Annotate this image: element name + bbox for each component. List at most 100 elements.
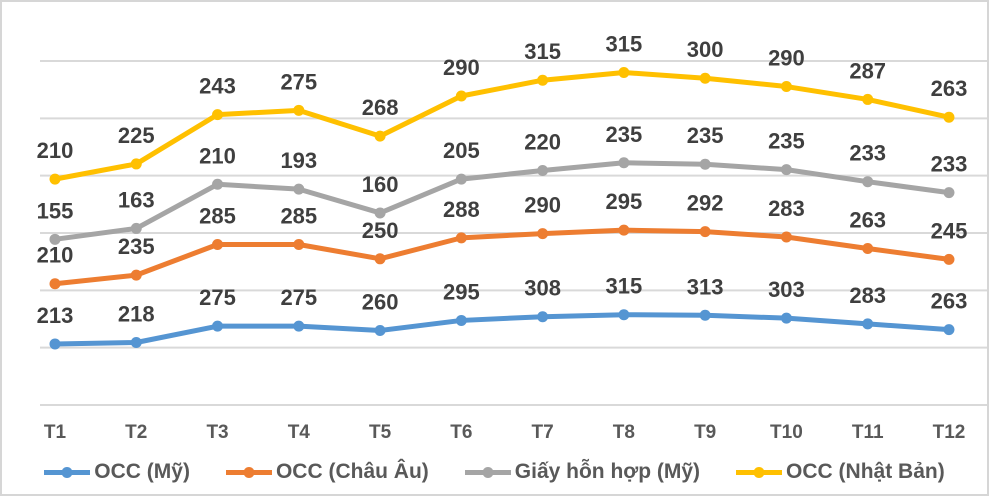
data-point bbox=[943, 111, 955, 123]
data-point bbox=[699, 309, 711, 321]
data-label: 315 bbox=[524, 39, 561, 64]
data-point bbox=[862, 176, 874, 188]
data-point bbox=[130, 269, 142, 281]
legend-line-marker-icon bbox=[44, 466, 91, 478]
chart-legend: OCC (Mỹ) OCC (Châu Âu) Giấy hỗn hợp (Mỹ)… bbox=[2, 456, 987, 488]
data-label: 290 bbox=[768, 46, 805, 71]
data-label: 288 bbox=[443, 197, 480, 222]
data-point bbox=[943, 187, 955, 199]
data-point bbox=[618, 309, 630, 321]
data-label: 233 bbox=[931, 152, 968, 177]
data-label: 155 bbox=[37, 198, 74, 223]
x-tick-label: T9 bbox=[694, 422, 716, 443]
data-label: 295 bbox=[443, 279, 480, 304]
data-point bbox=[780, 164, 792, 176]
data-point bbox=[455, 90, 467, 102]
data-label: 285 bbox=[199, 203, 236, 228]
data-point bbox=[699, 72, 711, 84]
data-label: 235 bbox=[606, 122, 643, 147]
data-label: 233 bbox=[849, 141, 886, 166]
data-point bbox=[455, 314, 467, 326]
data-point bbox=[49, 173, 61, 185]
data-point bbox=[293, 238, 305, 250]
x-tick-label: T6 bbox=[450, 422, 472, 443]
data-point bbox=[293, 183, 305, 195]
legend-line-marker-icon bbox=[225, 466, 272, 478]
data-label: 163 bbox=[118, 187, 155, 212]
data-label: 275 bbox=[199, 285, 236, 310]
legend-item-occ-my: OCC (Mỹ) bbox=[44, 460, 190, 484]
data-point bbox=[130, 337, 142, 349]
data-label: 260 bbox=[362, 289, 399, 314]
legend-label: OCC (Mỹ) bbox=[94, 460, 190, 483]
data-point bbox=[862, 318, 874, 330]
data-label: 292 bbox=[687, 191, 724, 216]
data-label: 308 bbox=[524, 276, 561, 301]
data-point bbox=[780, 312, 792, 324]
series-line-0 bbox=[52, 312, 952, 347]
data-point bbox=[212, 109, 224, 121]
data-label: 315 bbox=[606, 31, 643, 56]
data-point bbox=[293, 104, 305, 116]
data-point bbox=[455, 232, 467, 244]
legend-label: OCC (Nhật Bản) bbox=[786, 460, 945, 483]
data-point bbox=[455, 173, 467, 185]
series-line-3 bbox=[52, 69, 952, 182]
x-tick-label: T5 bbox=[369, 422, 392, 443]
data-point bbox=[212, 238, 224, 250]
data-point bbox=[943, 324, 955, 336]
data-label: 315 bbox=[606, 274, 643, 299]
data-point bbox=[293, 320, 305, 332]
data-label: 290 bbox=[443, 55, 480, 80]
data-point bbox=[374, 130, 386, 142]
data-point bbox=[212, 178, 224, 190]
x-tick-label: T3 bbox=[206, 422, 228, 443]
data-label: 193 bbox=[280, 148, 317, 173]
data-label: 235 bbox=[118, 234, 155, 259]
data-point bbox=[618, 66, 630, 78]
x-tick-label: T12 bbox=[933, 422, 966, 443]
data-point bbox=[49, 233, 61, 245]
data-label: 213 bbox=[37, 303, 74, 328]
data-label: 160 bbox=[362, 172, 399, 197]
data-point bbox=[862, 242, 874, 254]
data-point bbox=[537, 165, 549, 177]
data-label: 210 bbox=[37, 138, 74, 163]
legend-label: Giấy hỗn hợp (Mỹ) bbox=[514, 460, 701, 483]
data-point bbox=[537, 228, 549, 240]
data-point bbox=[130, 222, 142, 234]
data-label: 295 bbox=[606, 189, 643, 214]
x-tick-label: T2 bbox=[125, 422, 147, 443]
data-point bbox=[49, 338, 61, 350]
data-label: 210 bbox=[37, 243, 74, 268]
legend-line-marker-icon bbox=[736, 466, 783, 478]
data-label: 250 bbox=[362, 218, 399, 243]
data-point bbox=[374, 207, 386, 219]
data-label: 268 bbox=[362, 95, 399, 120]
data-label: 283 bbox=[768, 196, 805, 221]
data-point bbox=[618, 224, 630, 236]
data-point bbox=[374, 253, 386, 265]
data-label: 300 bbox=[687, 37, 724, 62]
data-label: 243 bbox=[199, 74, 236, 99]
data-label: 218 bbox=[118, 302, 155, 327]
data-label: 263 bbox=[931, 76, 968, 101]
data-point bbox=[130, 158, 142, 170]
data-point bbox=[780, 81, 792, 93]
data-label: 220 bbox=[524, 130, 561, 155]
data-point bbox=[943, 253, 955, 265]
series-line-1 bbox=[52, 227, 952, 287]
legend-item-giay-hon-hop: Giấy hỗn hợp (Mỹ) bbox=[464, 460, 701, 484]
data-point bbox=[49, 278, 61, 290]
data-label: 205 bbox=[443, 138, 480, 163]
legend-label: OCC (Châu Âu) bbox=[275, 460, 429, 483]
data-label: 287 bbox=[849, 58, 886, 83]
x-tick-label: T8 bbox=[613, 422, 635, 443]
data-point bbox=[212, 320, 224, 332]
data-point bbox=[780, 231, 792, 243]
legend-item-occ-chau-au: OCC (Châu Âu) bbox=[225, 460, 429, 484]
data-point bbox=[699, 158, 711, 170]
x-tick-label: T10 bbox=[770, 422, 803, 443]
